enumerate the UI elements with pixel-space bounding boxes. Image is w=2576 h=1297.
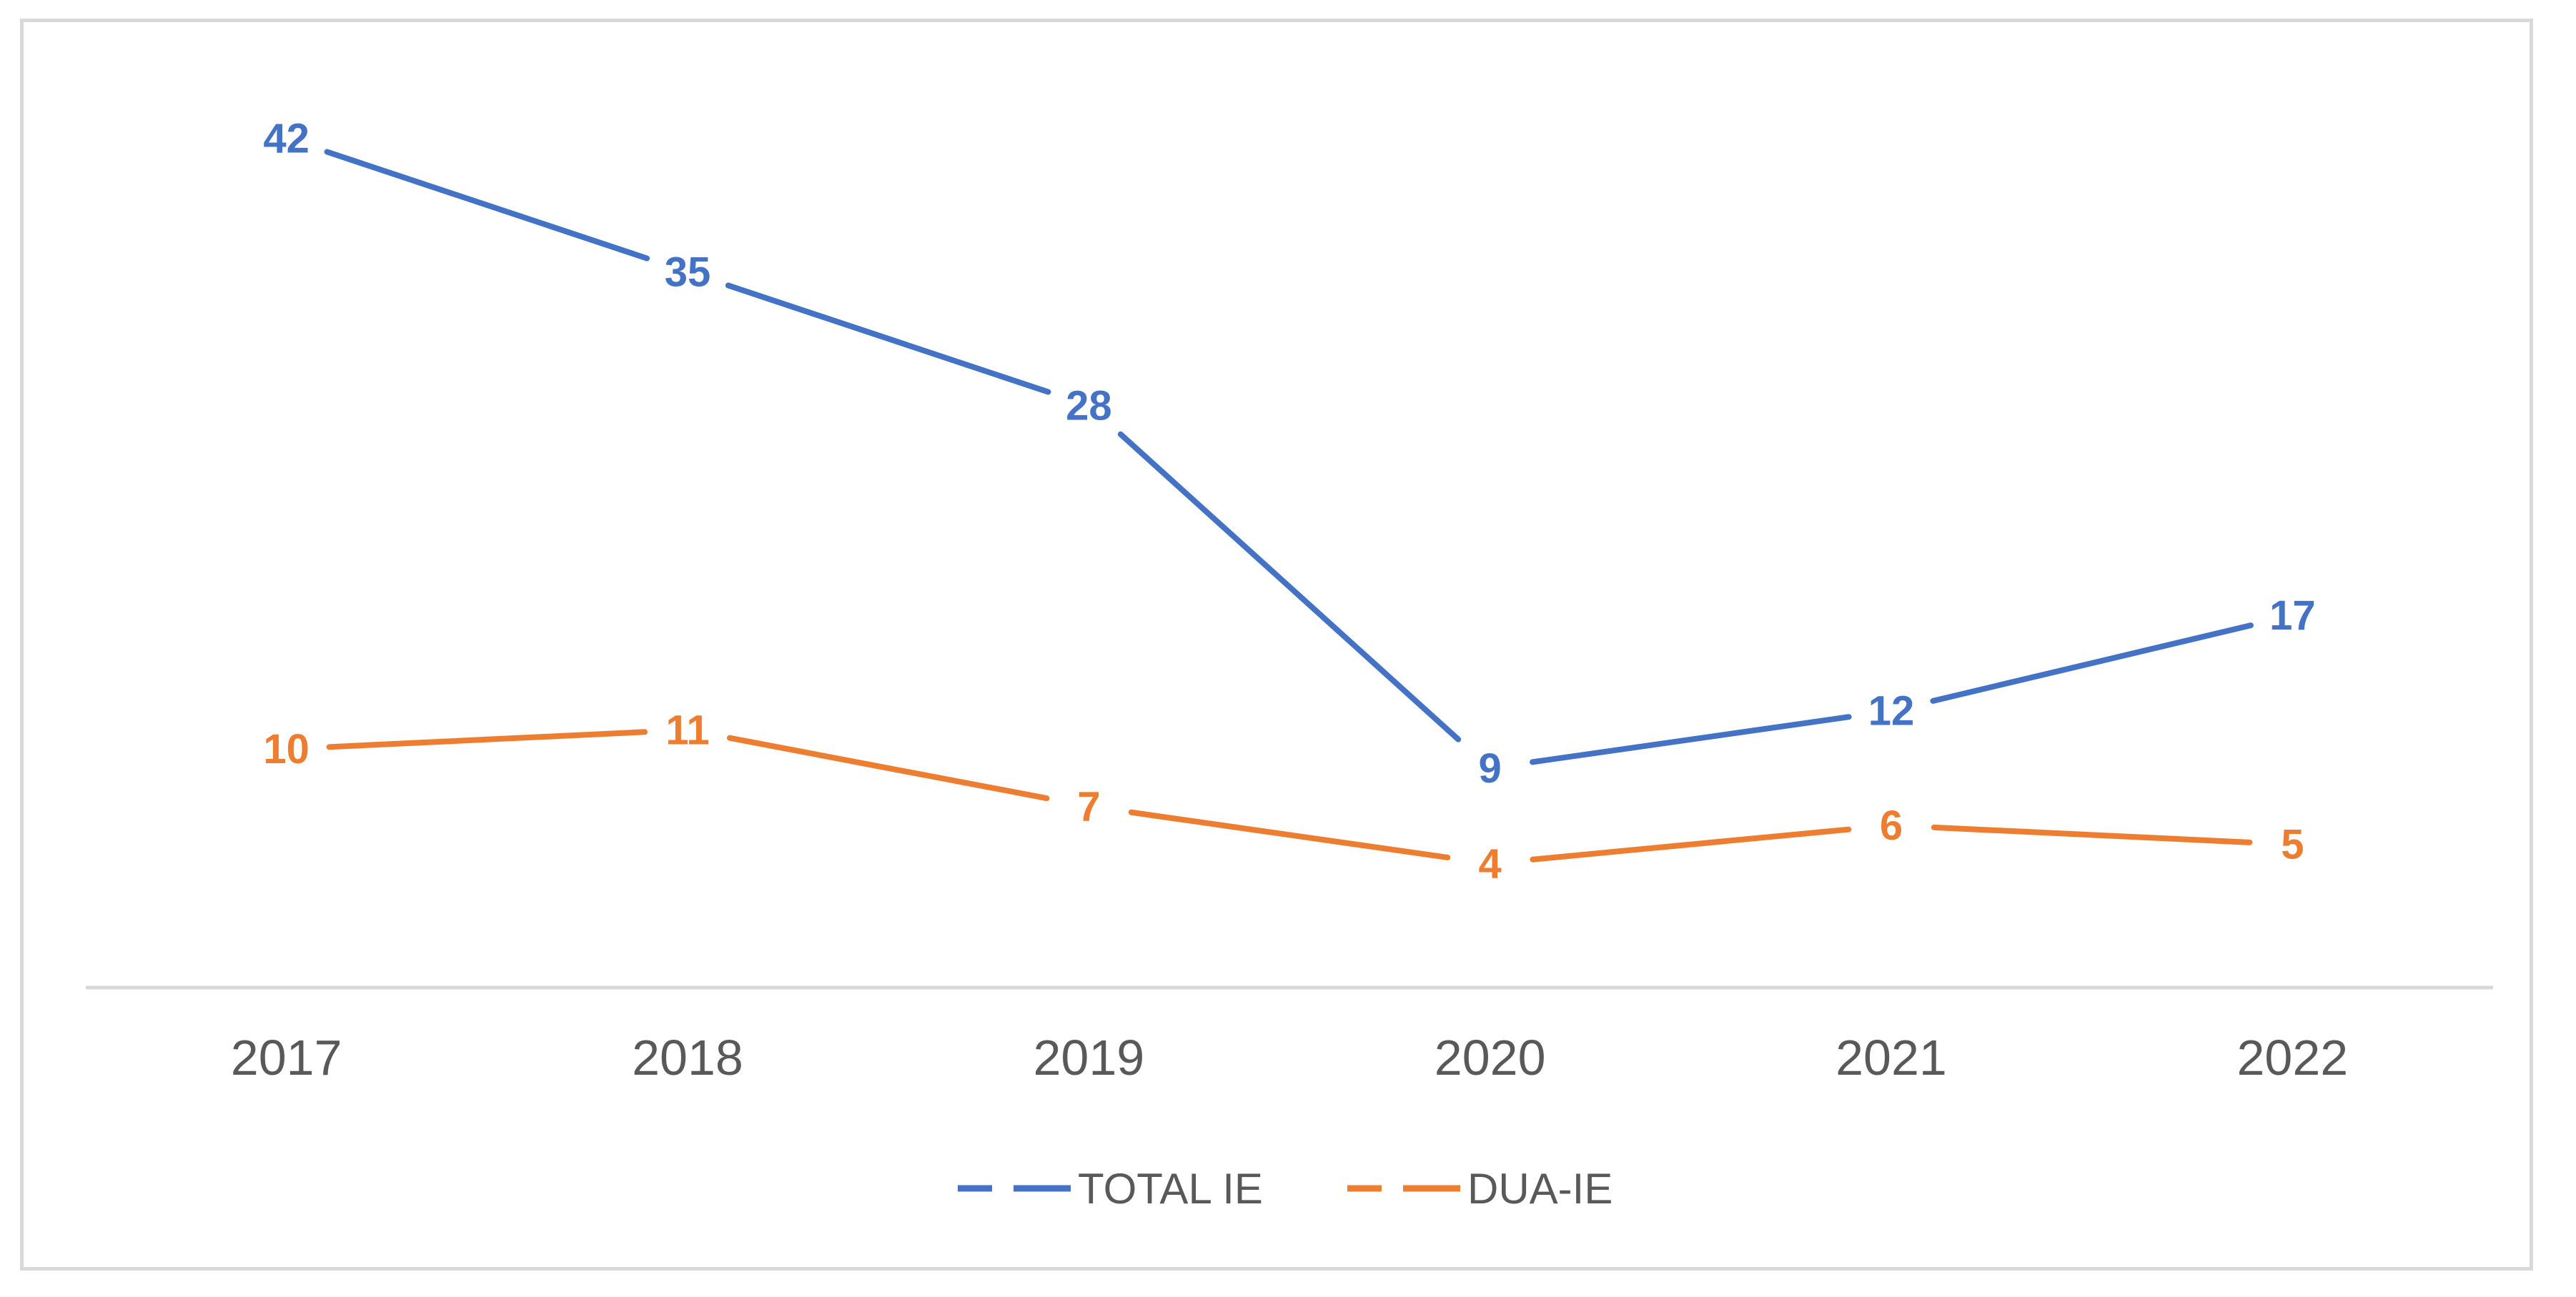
data-label: 12 bbox=[1868, 688, 1915, 735]
x-tick-label: 2019 bbox=[1033, 1030, 1144, 1085]
series-segment-dua-ie bbox=[1530, 826, 1852, 863]
series-segment-dua-ie bbox=[326, 729, 648, 750]
data-label: 4 bbox=[1479, 840, 1502, 887]
data-label: 5 bbox=[2281, 822, 2304, 868]
data-label: 9 bbox=[1479, 745, 1502, 792]
x-tick-label: 2022 bbox=[2236, 1030, 2348, 1085]
data-label: 11 bbox=[665, 707, 709, 753]
data-label: 35 bbox=[665, 249, 711, 295]
data-label: 10 bbox=[263, 726, 309, 772]
x-tick-label: 2018 bbox=[632, 1030, 743, 1085]
chart-frame bbox=[20, 19, 2533, 1271]
series-segment-total-ie bbox=[324, 149, 650, 262]
data-label: 28 bbox=[1066, 382, 1112, 429]
series-segment-total-ie bbox=[1117, 431, 1462, 742]
series-segment-dua-ie bbox=[726, 735, 1050, 802]
data-label: 6 bbox=[1880, 802, 1903, 849]
x-tick-label: 2020 bbox=[1435, 1030, 1546, 1085]
series-segment-dua-ie bbox=[1128, 809, 1451, 860]
legend-label-dua-ie: DUA-IE bbox=[1467, 1165, 1613, 1213]
data-label: 42 bbox=[263, 116, 309, 162]
legend-label-total-ie: TOTAL IE bbox=[1078, 1165, 1263, 1213]
data-label: 17 bbox=[2269, 592, 2316, 639]
series-segment-dua-ie bbox=[1931, 824, 2253, 845]
series-segment-total-ie bbox=[1530, 714, 1852, 765]
data-label: 7 bbox=[1077, 783, 1100, 830]
x-tick-label: 2021 bbox=[1836, 1030, 1947, 1085]
series-segment-total-ie bbox=[725, 282, 1051, 395]
series-segment-total-ie bbox=[1930, 622, 2254, 704]
x-tick-label: 2017 bbox=[231, 1030, 342, 1085]
